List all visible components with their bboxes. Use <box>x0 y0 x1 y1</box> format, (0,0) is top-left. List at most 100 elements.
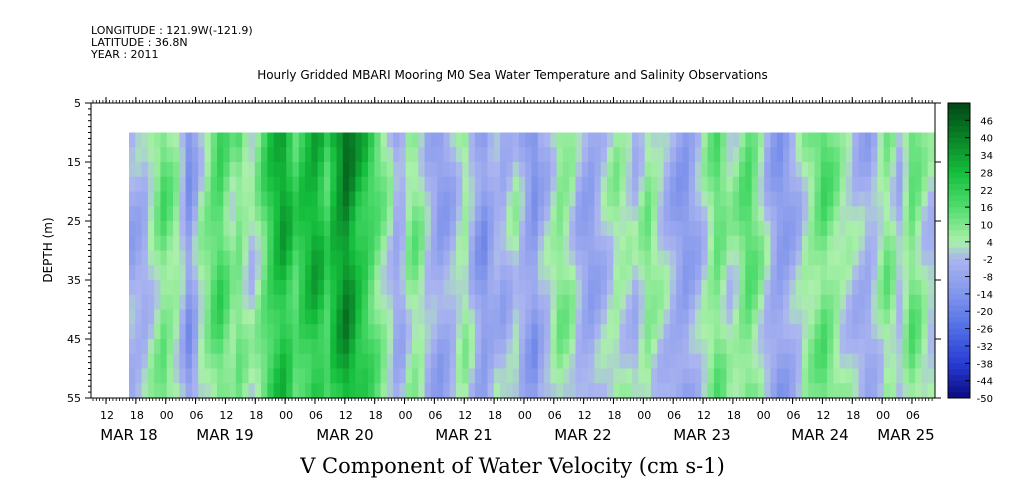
heatmap-cell <box>569 235 577 252</box>
heatmap-cell <box>160 176 168 193</box>
heatmap-cell <box>921 162 929 178</box>
heatmap-cell <box>248 339 256 355</box>
heatmap-cell <box>506 250 514 266</box>
heatmap-cell <box>380 339 388 355</box>
heatmap-cell <box>317 206 325 222</box>
heatmap-cell <box>625 162 633 178</box>
heatmap-cell <box>613 221 621 237</box>
heatmap-cell <box>795 280 803 296</box>
heatmap-cell <box>827 191 834 207</box>
heatmap-cell <box>650 191 658 207</box>
heatmap-cell <box>412 235 419 252</box>
heatmap-cell <box>701 162 709 178</box>
heatmap-cell <box>273 235 281 252</box>
heatmap-cell <box>877 191 885 207</box>
heatmap-cell <box>864 368 872 384</box>
heatmap-cell <box>512 383 520 399</box>
heatmap-cell <box>166 294 174 311</box>
heatmap-cell <box>141 206 149 222</box>
heatmap-cell <box>330 353 338 370</box>
heatmap-cell <box>569 132 577 148</box>
heatmap-cell <box>676 132 684 148</box>
heatmap-cell <box>437 191 445 207</box>
heatmap-cell <box>581 280 589 296</box>
heatmap-cell <box>575 309 583 325</box>
heatmap-cell <box>493 191 501 207</box>
heatmap-cell <box>242 280 250 296</box>
heatmap-cell <box>839 383 847 399</box>
heatmap-cell <box>173 176 180 193</box>
heatmap-cell <box>361 235 369 252</box>
heatmap-cell <box>129 383 136 399</box>
heatmap-cell <box>531 280 539 296</box>
heatmap-cell <box>204 339 212 355</box>
heatmap-cell <box>619 383 627 399</box>
heatmap-cell <box>562 294 570 311</box>
heatmap-cell <box>889 324 897 340</box>
heatmap-cell <box>764 339 772 355</box>
heatmap-cell <box>852 309 860 325</box>
heatmap-cell <box>695 280 702 296</box>
heatmap-cell <box>135 132 143 148</box>
heatmap-cell <box>600 339 608 355</box>
heatmap-cell <box>141 324 149 340</box>
heatmap-cell <box>361 191 369 207</box>
heatmap-cell <box>399 383 407 399</box>
heatmap-cell <box>657 353 665 370</box>
heatmap-cell <box>512 235 520 252</box>
heatmap-cell <box>424 294 432 311</box>
heatmap-cell <box>650 280 658 296</box>
heatmap-cell <box>474 324 482 340</box>
heatmap-cell <box>311 339 319 355</box>
heatmap-cell <box>330 280 338 296</box>
heatmap-cell <box>361 309 369 325</box>
heatmap-cell <box>323 294 331 311</box>
heatmap-cell <box>820 383 828 399</box>
heatmap-cell <box>695 368 702 384</box>
heatmap-cell <box>707 176 715 193</box>
heatmap-cell <box>889 353 897 370</box>
heatmap-cell <box>210 309 218 325</box>
heatmap-cell <box>575 191 583 207</box>
colorbar-tick-label: -32 <box>977 342 993 353</box>
heatmap-cell <box>443 294 451 311</box>
heatmap-cell <box>386 162 394 178</box>
heatmap-cell <box>864 235 872 252</box>
heatmap-cell <box>154 132 162 148</box>
heatmap-cell <box>474 353 482 370</box>
heatmap-cell <box>179 339 187 355</box>
heatmap-cell <box>550 221 558 237</box>
heatmap-cell <box>606 132 614 148</box>
heatmap-cell <box>506 147 514 163</box>
heatmap-cell <box>160 265 168 281</box>
heatmap-cell <box>908 206 916 222</box>
heatmap-cell <box>808 206 816 222</box>
heatmap-cell <box>789 265 797 281</box>
heatmap-cell <box>500 294 507 311</box>
heatmap-cell <box>852 235 860 252</box>
heatmap-cell <box>405 324 413 340</box>
heatmap-cell <box>550 191 558 207</box>
heatmap-cell <box>449 383 457 399</box>
heatmap-cell <box>921 383 929 399</box>
colorbar-tick-label: -44 <box>977 377 993 388</box>
heatmap-cell <box>330 339 338 355</box>
heatmap-cell <box>273 324 281 340</box>
heatmap-cell <box>474 250 482 266</box>
heatmap-cell <box>412 309 419 325</box>
heatmap-cell <box>305 176 312 193</box>
x-hour-label: 12 <box>697 409 711 422</box>
heatmap-cell <box>147 206 155 222</box>
heatmap-cells <box>129 132 935 399</box>
heatmap-cell <box>210 368 218 384</box>
heatmap-cell <box>770 339 778 355</box>
heatmap-cell <box>481 132 489 148</box>
heatmap-cell <box>632 132 640 148</box>
heatmap-cell <box>242 206 250 222</box>
heatmap-cell <box>468 324 476 340</box>
heatmap-cell <box>625 339 633 355</box>
heatmap-cell <box>650 250 658 266</box>
heatmap-cell <box>323 339 331 355</box>
heatmap-cell <box>676 368 684 384</box>
heatmap-cell <box>682 324 690 340</box>
